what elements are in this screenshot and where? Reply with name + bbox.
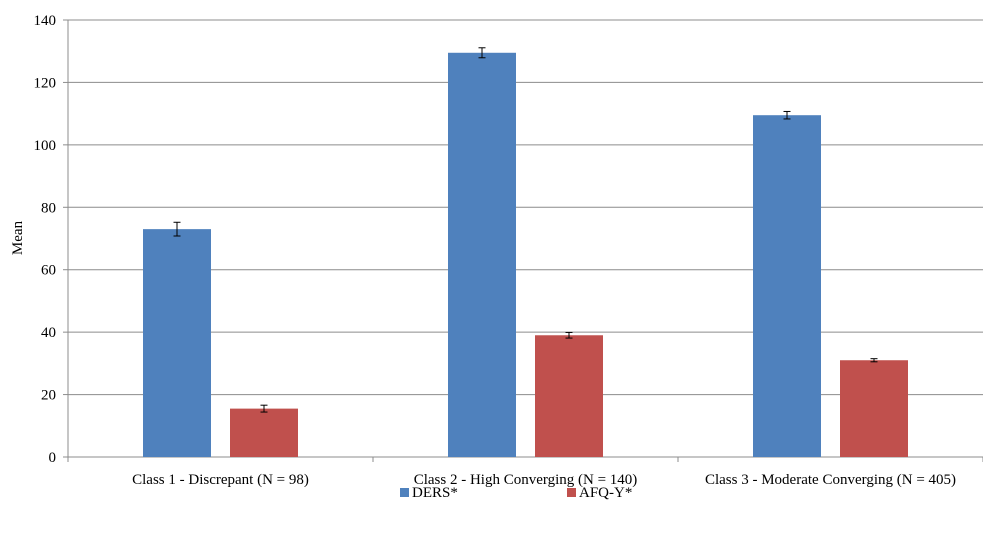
bar-afq-y-2 (535, 335, 603, 457)
legend-label: AFQ-Y* (579, 485, 632, 501)
bar-ders-3 (753, 115, 821, 457)
bars (143, 52, 908, 458)
legend-item: DERS* (400, 485, 458, 501)
x-tick-label: Class 3 - Moderate Converging (N = 405) (705, 472, 956, 488)
y-tick-label: 80 (41, 200, 56, 216)
y-tick-label: 0 (49, 450, 57, 466)
y-tick-label: 100 (34, 138, 57, 154)
bar-ders-1 (143, 229, 211, 457)
bar-ders-2 (448, 52, 516, 458)
bar-afq-y-3 (840, 360, 908, 457)
y-tick-label: 120 (34, 75, 57, 91)
bar-afq-y-1 (230, 408, 298, 457)
gridlines (68, 19, 983, 396)
error-bars (173, 47, 878, 413)
x-tick-labels: Class 1 - Discrepant (N = 98) Class 2 - H… (132, 472, 956, 488)
legend-swatch (400, 488, 409, 497)
legend: DERS* AFQ-Y* (400, 485, 632, 501)
y-tick-label: 40 (41, 325, 56, 341)
axes (63, 19, 983, 462)
x-tick-label: Class 1 - Discrepant (N = 98) (132, 472, 309, 488)
y-tick-labels: 0 20 40 60 80 100 120 140 (34, 13, 57, 466)
legend-label: DERS* (412, 485, 458, 501)
y-tick-label: 20 (41, 388, 56, 404)
y-tick-label: 60 (41, 263, 56, 279)
y-tick-label: 140 (34, 13, 57, 29)
x-tick-label: Class 2 - High Converging (N = 140) (414, 472, 638, 488)
legend-swatch (567, 488, 576, 497)
legend-item: AFQ-Y* (567, 485, 632, 501)
y-axis-label: Mean (10, 220, 26, 255)
